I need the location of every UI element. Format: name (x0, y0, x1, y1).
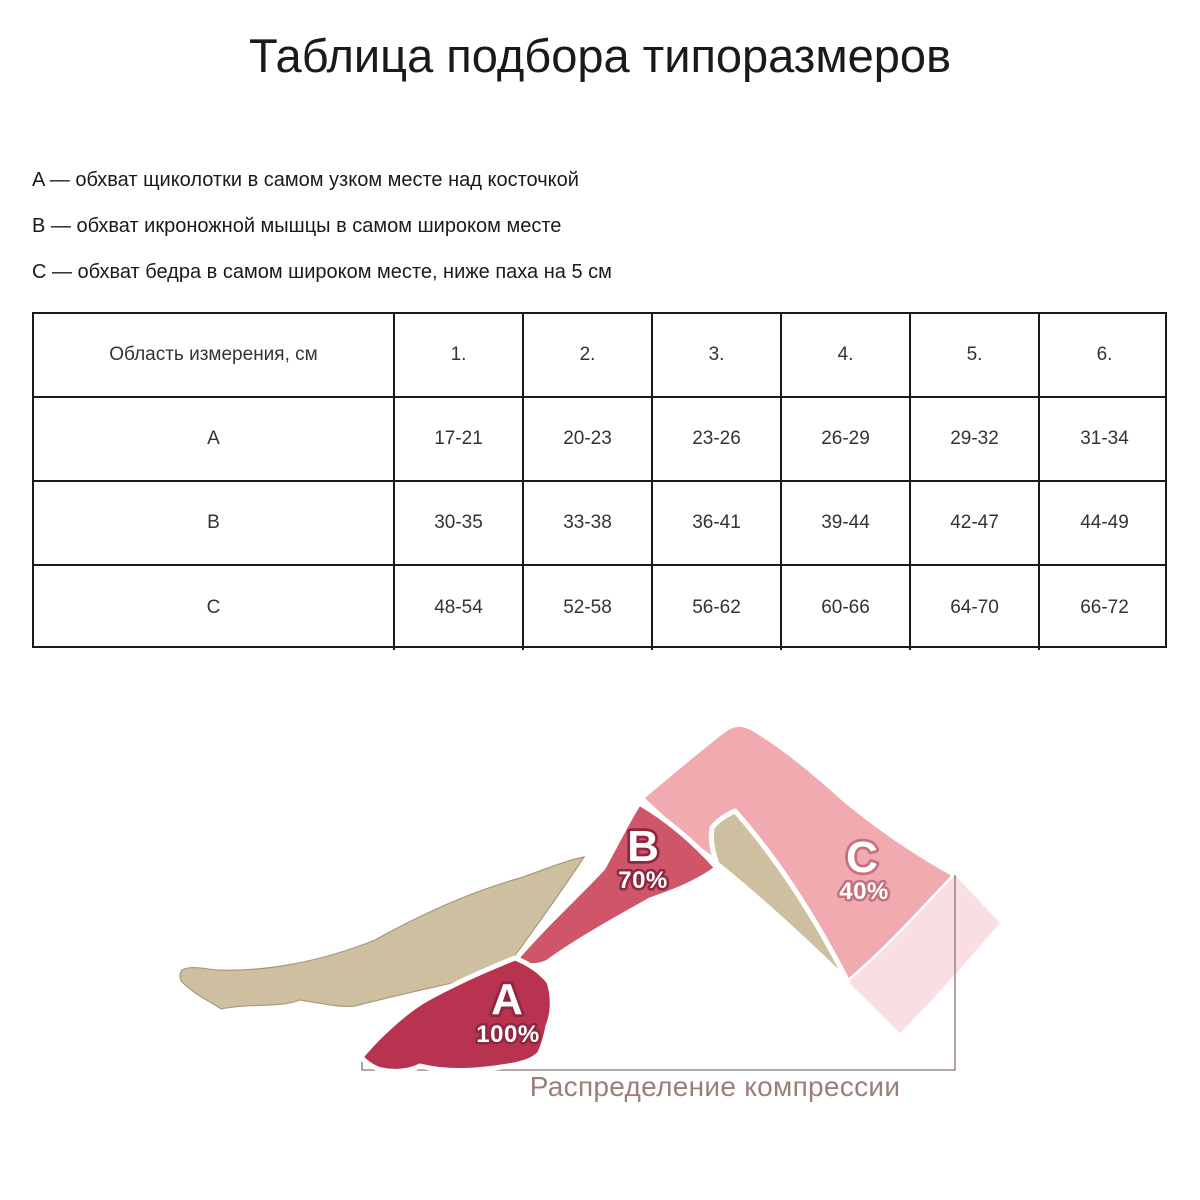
svg-text:70%: 70% (618, 867, 668, 894)
svg-text:100%: 100% (476, 1021, 539, 1048)
svg-text:C: C (846, 833, 878, 882)
svg-text:B: B (627, 822, 659, 871)
svg-text:40%: 40% (839, 878, 889, 905)
svg-text:Распределение компрессии: Распределение компрессии (530, 1071, 901, 1102)
svg-text:A: A (491, 975, 523, 1024)
